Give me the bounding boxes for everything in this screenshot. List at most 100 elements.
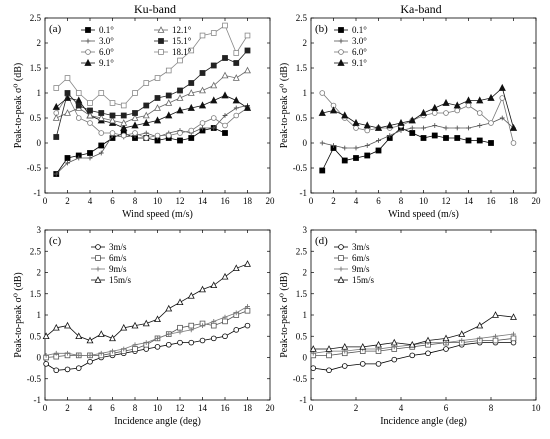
data-point <box>43 352 49 358</box>
data-point <box>131 321 139 329</box>
y-tick-label: 2.5 <box>30 13 42 23</box>
legend-label: 12.1° <box>172 25 192 35</box>
panel-c: 0 2 4 6 8 10 12 14 16 18 20 -1 -0.5 0 0.5 1 1.5 2 2.5 3 Inci… <box>13 225 275 427</box>
x-tick-label: 8 <box>489 403 494 413</box>
y-tick-label: 0.5 <box>296 113 308 123</box>
legend-label: 15m/s <box>352 275 375 285</box>
data-point <box>221 272 229 280</box>
data-point <box>488 120 494 126</box>
series-2 <box>43 304 250 358</box>
panel-d: 0 2 4 6 8 10 -1 -0.5 0 0.5 1 1.5 2 2.5 3 Incidence angl… <box>279 225 541 427</box>
data-point <box>476 321 484 329</box>
legend-label: 6m/s <box>352 253 370 263</box>
legend-entry: 6.0° <box>81 47 114 57</box>
legend-entry: 3m/s <box>334 242 370 252</box>
data-point <box>87 100 93 106</box>
data-point <box>199 337 206 344</box>
data-point <box>432 123 438 128</box>
data-point <box>476 96 484 104</box>
data-point <box>177 329 183 335</box>
data-point <box>353 125 359 131</box>
data-point <box>165 92 172 99</box>
series-0 <box>319 125 494 174</box>
data-point <box>87 150 93 156</box>
data-point <box>132 342 138 348</box>
data-point <box>52 323 60 331</box>
y-tick-label: 1.5 <box>296 289 308 299</box>
series-2 <box>53 92 251 141</box>
data-point <box>222 333 228 340</box>
data-point <box>329 106 338 114</box>
data-point <box>221 91 229 99</box>
data-point <box>188 47 195 54</box>
data-point <box>142 118 150 126</box>
legend-label: 0.1° <box>352 25 367 35</box>
y-tick-label: 0 <box>303 138 308 148</box>
y-tick-label: 1.5 <box>30 289 42 299</box>
data-point <box>121 346 127 352</box>
data-point <box>177 130 183 136</box>
series-1 <box>43 307 251 361</box>
data-point <box>421 125 426 131</box>
panel-b: 0 2 4 6 8 10 12 14 16 18 20 -1 -0.5 0 0.5 1 1.5 2 2.5 Wind … <box>279 13 541 220</box>
data-point <box>64 155 71 161</box>
data-point <box>222 318 228 325</box>
legend-marker <box>338 27 344 33</box>
data-point <box>132 346 138 352</box>
legend-label: 15m/s <box>109 275 132 285</box>
series-line <box>56 70 248 124</box>
data-point <box>64 366 71 373</box>
data-point <box>154 95 161 101</box>
data-point <box>132 110 138 116</box>
data-point <box>244 322 251 329</box>
legend-label: 3.0° <box>99 36 114 46</box>
series-0 <box>43 322 251 374</box>
panel-a: 0 2 4 6 8 10 12 14 16 18 20 -1 -0.5 0 0.5 1 1.5 2 2.5 Wind … <box>13 13 275 220</box>
data-point <box>222 130 228 136</box>
data-point <box>232 74 240 81</box>
series-4 <box>52 66 251 126</box>
data-point <box>199 285 206 293</box>
y-tick-label: 1 <box>303 310 308 320</box>
series-line <box>45 263 248 341</box>
data-point <box>442 334 450 342</box>
x-tick-label: 20 <box>532 196 542 206</box>
data-point <box>464 96 473 104</box>
series-line <box>55 127 226 175</box>
data-point <box>359 361 366 367</box>
data-point <box>419 108 428 116</box>
y-tick-label: 2.5 <box>296 246 308 256</box>
legend-label: 6.0° <box>99 47 114 57</box>
data-point <box>199 70 206 76</box>
data-point <box>53 134 60 140</box>
data-point <box>98 110 105 116</box>
data-point <box>341 157 348 164</box>
data-point <box>375 340 382 348</box>
data-point <box>131 121 139 129</box>
data-point <box>42 332 50 340</box>
y-tick-label: -0.5 <box>27 374 42 384</box>
data-point <box>386 121 394 129</box>
data-point <box>87 107 93 114</box>
y-tick-label: 1.5 <box>30 63 42 73</box>
legend-marker <box>95 244 101 250</box>
data-point <box>244 47 251 54</box>
data-point <box>200 125 205 131</box>
x-tick-label: 10 <box>153 196 163 206</box>
data-point <box>443 346 449 352</box>
x-tick-label: 10 <box>419 196 429 206</box>
legend-label: 9m/s <box>352 264 370 274</box>
x-tick-label: 18 <box>243 196 253 206</box>
data-point <box>120 323 128 331</box>
data-point <box>233 60 240 66</box>
y-axis-label: Peak-to-peak σ⁰ (dB) <box>13 272 24 357</box>
data-point <box>431 110 438 116</box>
data-point <box>64 90 71 96</box>
data-point <box>319 140 325 146</box>
y-tick-label: 2 <box>37 38 42 48</box>
data-point <box>154 132 161 139</box>
data-point <box>200 323 205 329</box>
data-point <box>177 57 183 64</box>
legend-marker <box>85 49 91 55</box>
data-point <box>199 86 206 94</box>
